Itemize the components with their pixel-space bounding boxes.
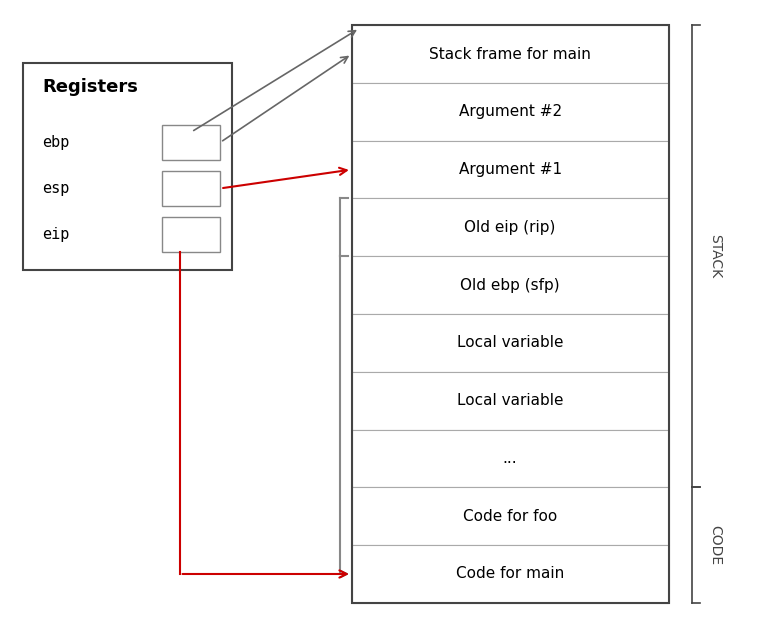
Bar	[352, 25, 669, 603]
Bar	[352, 141, 669, 198]
Bar	[352, 372, 669, 430]
Bar	[162, 217, 220, 252]
Text: Code for foo: Code for foo	[463, 509, 557, 524]
Text: STACK: STACK	[708, 234, 722, 278]
Bar	[352, 545, 669, 603]
Bar	[352, 256, 669, 314]
Text: Argument #2: Argument #2	[458, 104, 562, 119]
Bar	[352, 430, 669, 487]
Bar	[352, 487, 669, 545]
Text: Argument #1: Argument #1	[458, 162, 562, 177]
Bar	[23, 63, 232, 270]
Bar	[162, 171, 220, 206]
Bar	[352, 83, 669, 141]
Text: esp: esp	[43, 181, 70, 196]
Text: Local variable: Local variable	[457, 335, 564, 350]
Text: Old eip (rip): Old eip (rip)	[465, 220, 556, 235]
Text: ebp: ebp	[43, 135, 70, 150]
Text: Registers: Registers	[43, 78, 138, 97]
Bar	[162, 125, 220, 160]
Text: CODE: CODE	[708, 525, 722, 565]
Bar	[352, 198, 669, 256]
Bar	[352, 314, 669, 372]
Text: Local variable: Local variable	[457, 393, 564, 408]
Text: Code for main: Code for main	[456, 566, 564, 582]
Bar	[352, 25, 669, 83]
Text: eip: eip	[43, 227, 70, 242]
Text: ...: ...	[503, 451, 517, 466]
Text: Stack frame for main: Stack frame for main	[429, 46, 591, 62]
Text: Old ebp (sfp): Old ebp (sfp)	[461, 278, 560, 293]
